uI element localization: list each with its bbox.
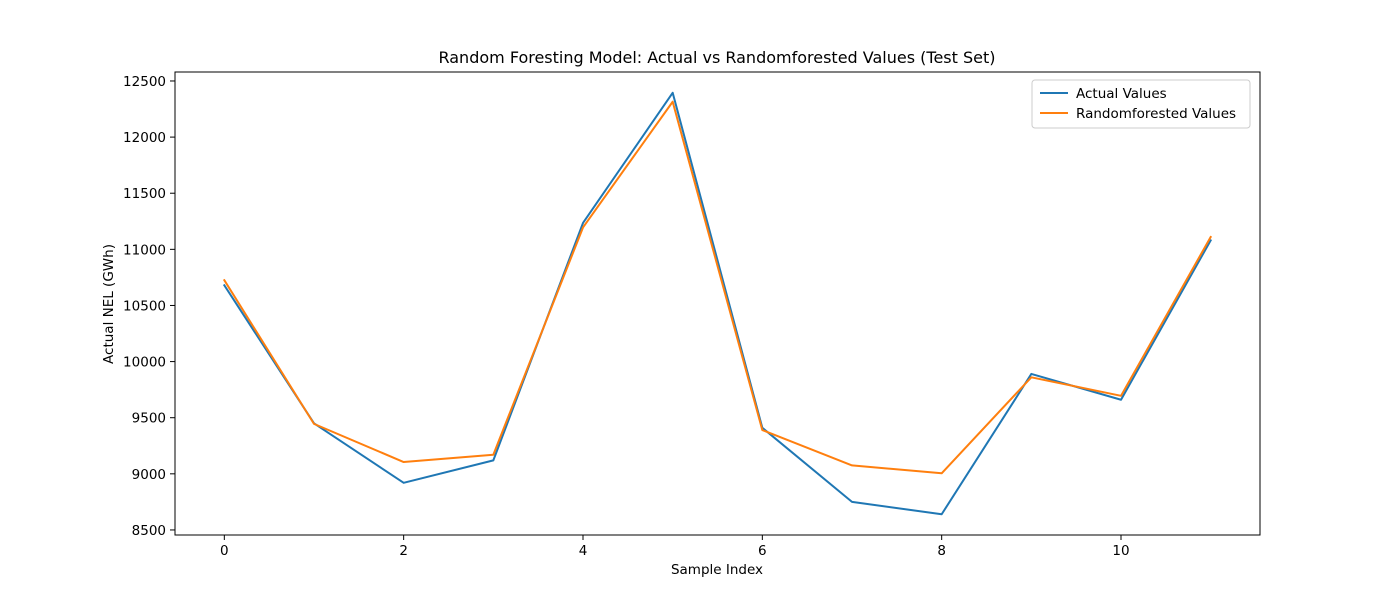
x-axis-label: Sample Index: [671, 562, 763, 578]
plot-area: 0 2 4 6 8 10 8500 9000 9500 10000 10500 11000 11500 1…: [123, 71, 1261, 559]
series-line-2: [222, 100, 1213, 475]
y-tick-label: 9500: [132, 411, 166, 427]
chart-title: Random Foresting Model: Actual vs Random…: [438, 48, 995, 67]
x-tick-label: 6: [758, 543, 767, 559]
y-tick-label: 12500: [123, 74, 166, 90]
y-tick-label: 11000: [123, 242, 166, 258]
legend-label-2: Randomforested Values: [1076, 106, 1236, 122]
y-tick-label: 8500: [132, 523, 166, 539]
x-tick-label: 0: [220, 543, 229, 559]
x-tick-label: 4: [579, 543, 588, 559]
y-tick-label: 10000: [123, 355, 166, 371]
y-tick-label: 9000: [132, 467, 166, 483]
series-line-1: [222, 91, 1213, 516]
x-tick-label: 8: [937, 543, 946, 559]
legend: [1031, 79, 1251, 129]
x-tick-label: 2: [399, 543, 408, 559]
y-tick-label: 10500: [123, 298, 166, 314]
x-tick-label: 10: [1112, 543, 1129, 559]
y-axis-label: Actual NEL (GWh): [101, 244, 117, 364]
legend-label-1: Actual Values: [1076, 86, 1167, 102]
plot-frame: [174, 71, 1261, 536]
y-tick-label: 12000: [123, 130, 166, 146]
y-tick-label: 11500: [123, 186, 166, 202]
